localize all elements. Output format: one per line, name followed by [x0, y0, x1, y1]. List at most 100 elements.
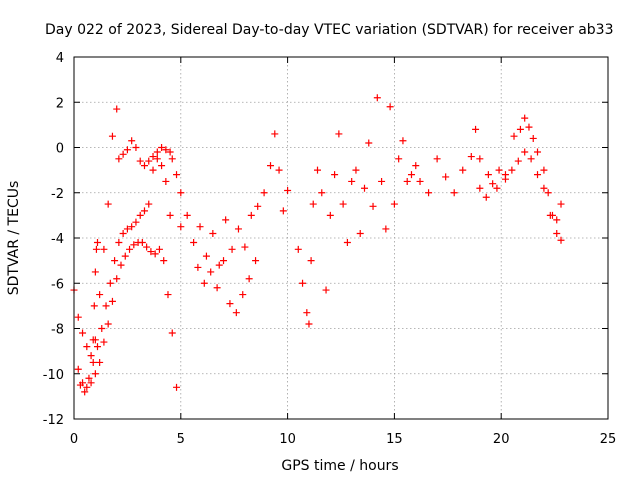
data-point	[305, 320, 313, 328]
y-tick-label: -12	[43, 413, 64, 428]
data-point	[476, 184, 484, 192]
data-point	[403, 177, 411, 185]
data-point	[96, 291, 104, 299]
data-point	[220, 257, 228, 265]
data-point	[493, 184, 501, 192]
data-point	[87, 352, 95, 360]
axis-ticks	[73, 56, 609, 420]
series-evening	[416, 114, 565, 224]
data-point	[145, 200, 153, 208]
data-point	[510, 132, 518, 140]
data-point	[100, 245, 108, 253]
data-point	[476, 155, 484, 163]
data-point	[111, 257, 119, 265]
data-point	[138, 239, 146, 247]
data-point	[136, 211, 144, 219]
data-point	[525, 123, 533, 131]
data-point	[200, 279, 208, 287]
data-point	[117, 261, 125, 269]
data-point	[222, 216, 230, 224]
data-point	[119, 150, 127, 158]
data-point	[307, 257, 315, 265]
data-point	[168, 329, 176, 337]
data-point	[467, 153, 475, 161]
data-point	[162, 146, 170, 154]
data-point	[314, 166, 322, 174]
data-point	[247, 211, 255, 219]
data-point	[412, 162, 420, 170]
y-tick-label: 0	[56, 142, 64, 157]
data-point	[147, 248, 155, 256]
data-point	[194, 263, 202, 271]
data-point	[183, 211, 191, 219]
data-point	[425, 189, 433, 197]
data-point	[128, 137, 136, 145]
data-point	[151, 250, 159, 258]
data-point	[132, 144, 140, 151]
data-point	[126, 245, 134, 253]
data-point	[162, 177, 170, 185]
x-tick-label: 15	[386, 432, 403, 447]
data-point	[521, 148, 529, 156]
series-midday	[177, 130, 292, 269]
data-point	[149, 166, 157, 174]
data-point	[74, 365, 82, 373]
data-point	[160, 257, 168, 265]
data-point	[166, 211, 174, 219]
data-point	[241, 243, 249, 251]
data-point	[245, 275, 253, 283]
data-point	[164, 291, 172, 299]
y-axis-title: SDTVAR / TECUs	[6, 181, 22, 296]
data-point	[106, 279, 114, 287]
data-point	[140, 162, 148, 170]
data-point	[516, 125, 524, 133]
data-point	[119, 229, 127, 237]
data-point	[343, 239, 351, 247]
data-point	[153, 148, 161, 156]
grid-lines	[74, 57, 608, 419]
data-point	[508, 166, 516, 174]
data-point	[299, 279, 307, 287]
data-point	[102, 302, 110, 310]
data-point	[390, 200, 398, 208]
data-point	[90, 302, 98, 310]
data-point	[373, 94, 381, 102]
data-point	[89, 336, 97, 344]
data-point	[158, 144, 166, 151]
data-point	[143, 243, 151, 251]
data-point	[79, 379, 87, 387]
data-point	[534, 171, 542, 179]
y-tick-label: -2	[51, 187, 64, 202]
data-point	[113, 275, 121, 283]
data-point	[87, 379, 95, 387]
data-point	[294, 245, 302, 253]
data-point	[74, 313, 82, 321]
data-point	[104, 320, 112, 328]
chart-title: Day 022 of 2023, Sidereal Day-to-day VTE…	[45, 22, 614, 38]
data-point	[92, 245, 100, 253]
data-point	[89, 358, 97, 366]
data-point	[489, 180, 497, 188]
y-tick-label: 2	[56, 96, 64, 111]
data-point	[149, 153, 157, 161]
data-point	[335, 130, 343, 138]
data-point	[173, 171, 181, 179]
data-point	[123, 225, 131, 233]
y-tick-label: 4	[56, 51, 64, 66]
x-axis-title: GPS time / hours	[281, 458, 398, 474]
data-point	[275, 166, 283, 174]
data-point	[98, 325, 106, 332]
data-point	[108, 297, 116, 305]
data-point	[553, 229, 561, 237]
data-point	[226, 300, 234, 308]
data-point	[177, 223, 185, 231]
data-point	[93, 239, 101, 247]
series-early-spike	[89, 239, 101, 344]
data-point	[215, 261, 223, 269]
data-point	[196, 223, 204, 231]
data-point	[318, 189, 326, 197]
data-point	[91, 268, 99, 276]
data-point	[527, 155, 535, 163]
series-middle-branch	[76, 155, 174, 396]
